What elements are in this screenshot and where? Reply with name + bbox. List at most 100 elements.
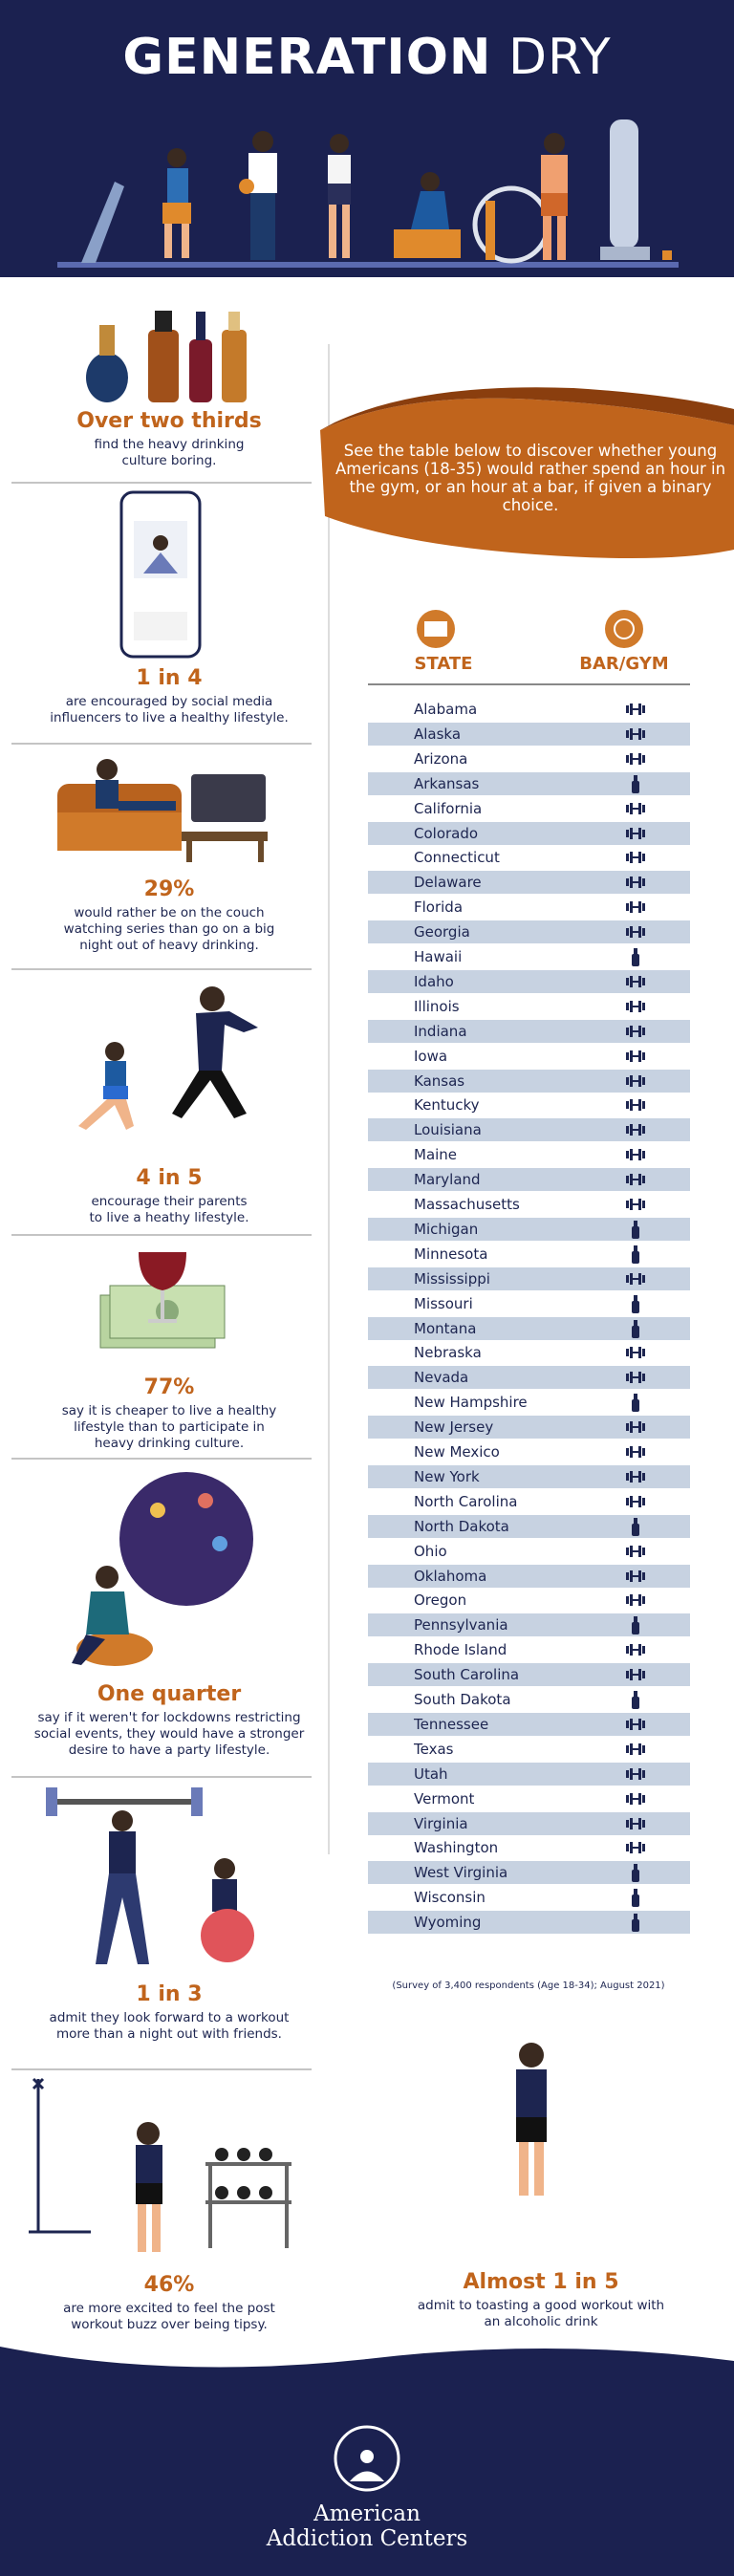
state-name: Washington [414, 1839, 499, 1857]
state-name: South Dakota [414, 1691, 511, 1708]
stat: 77% say it is cheaper to live a healthy l… [40, 1375, 298, 1452]
stat-headline: Almost 1 in 5 [463, 2270, 619, 2294]
table-row: Massachusetts [368, 1193, 690, 1216]
gym-icon [626, 1347, 645, 1359]
state-name: Maine [414, 1146, 458, 1164]
stat: 4 in 5 encourage their parents to live a … [40, 1166, 298, 1226]
table-row: Alabama [368, 698, 690, 721]
state-name: Delaware [414, 874, 482, 892]
gym-icon [626, 1842, 645, 1854]
bar-icon [632, 1864, 639, 1883]
table-row: North Dakota [368, 1514, 690, 1538]
table-row: Mississippi [368, 1266, 690, 1290]
workout-illustration [29, 2077, 291, 2252]
stat-text: would rather be on the couch watching se… [63, 905, 275, 953]
gym-icon [626, 752, 645, 765]
state-name: Connecticut [414, 849, 500, 867]
table-row: Tennessee [368, 1712, 690, 1736]
table-row: Montana [368, 1316, 690, 1340]
gym-icon [626, 1272, 645, 1285]
table-row: Illinois [368, 995, 690, 1018]
state-name: Colorado [414, 824, 479, 842]
state-name: Vermont [414, 1789, 475, 1808]
gym-icon [626, 1124, 645, 1136]
gym-icon [626, 1470, 645, 1483]
bar-icon [632, 1517, 639, 1536]
state-name: Texas [414, 1740, 454, 1758]
state-name: Iowa [414, 1047, 448, 1065]
state-name: Mississippi [414, 1269, 490, 1288]
state-name: Kansas [414, 1072, 465, 1090]
stat-text: are more excited to feel the post workou… [63, 2301, 275, 2332]
table-row: Texas [368, 1738, 690, 1761]
gym-icon [626, 1421, 645, 1434]
stat: 1 in 4 are encouraged by social media inf… [40, 666, 298, 726]
state-name: Arkansas [414, 774, 480, 792]
table-row: Alaska [368, 722, 690, 746]
logo-text: American Addiction Centers [0, 2501, 734, 2551]
table-row: Maine [368, 1143, 690, 1166]
state-name: Alaska [414, 725, 462, 743]
logo-line: American [313, 2501, 421, 2526]
table-row: Pennsylvania [368, 1613, 690, 1637]
state-name: South Carolina [414, 1666, 520, 1684]
gym-icon [626, 1743, 645, 1755]
stat-text: are encouraged by social media influence… [50, 694, 289, 725]
party-illustration [72, 1472, 253, 1666]
stat: Almost 1 in 5 admit to toasting a good wo… [402, 2270, 680, 2330]
state-name: Nevada [414, 1369, 469, 1387]
bar-icon [632, 1319, 639, 1338]
table-row: New Hampshire [368, 1391, 690, 1414]
gym-icon [626, 1199, 645, 1210]
table-note: (Survey of 3,400 respondents (Age 18-34)… [392, 1981, 665, 1991]
stat-headline: One quarter [97, 1682, 242, 1706]
state-name: Oregon [414, 1591, 467, 1610]
stat-headline: 46% [143, 2273, 195, 2297]
state-name: Idaho [414, 972, 454, 990]
table-row: Maryland [368, 1168, 690, 1192]
table-row: California [368, 797, 690, 820]
bargym-icon [605, 610, 643, 648]
table-row: Missouri [368, 1292, 690, 1315]
table-row: Iowa [368, 1045, 690, 1068]
gym-icon [626, 1817, 645, 1829]
gym-icon [626, 1025, 645, 1037]
stat-text: encourage their parents to live a heathy… [89, 1194, 249, 1225]
gym-icon [626, 1495, 645, 1507]
state-name: Pennsylvania [414, 1616, 508, 1634]
table-row: Michigan [368, 1217, 690, 1241]
gym-icon [626, 1569, 645, 1582]
gym-icon [626, 1792, 645, 1805]
title-bold: GENERATION [122, 29, 492, 86]
bar-icon [632, 1245, 639, 1264]
state-name: Illinois [414, 997, 460, 1015]
state-name: Minnesota [414, 1245, 488, 1263]
bar-icon [632, 948, 639, 966]
state-name: Oklahoma [414, 1567, 487, 1585]
state-name: Indiana [414, 1022, 467, 1040]
table-row: Utah [368, 1762, 690, 1786]
gym-icon [626, 1644, 645, 1656]
state-name: Nebraska [414, 1344, 482, 1362]
table-row: Minnesota [368, 1243, 690, 1266]
weights-illustration [46, 1787, 254, 1964]
state-name: Missouri [414, 1294, 473, 1312]
state-name: New Jersey [414, 1418, 494, 1437]
bar-icon [632, 1220, 639, 1239]
table-intro: See the table below to discover whether … [335, 442, 726, 514]
table-row: South Dakota [368, 1688, 690, 1711]
state-name: Arizona [414, 749, 468, 768]
table-row: New Jersey [368, 1416, 690, 1440]
gym-icon [626, 1669, 645, 1681]
state-name: North Carolina [414, 1492, 518, 1510]
state-name: Ohio [414, 1542, 447, 1560]
table-row: Rhode Island [368, 1638, 690, 1661]
state-name: Michigan [414, 1220, 479, 1238]
gym-icon [626, 1050, 645, 1062]
state-name: Louisiana [414, 1121, 482, 1139]
state-name: Massachusetts [414, 1196, 520, 1213]
state-name: Alabama [414, 701, 478, 718]
stat-headline: 1 in 3 [136, 1982, 203, 2006]
